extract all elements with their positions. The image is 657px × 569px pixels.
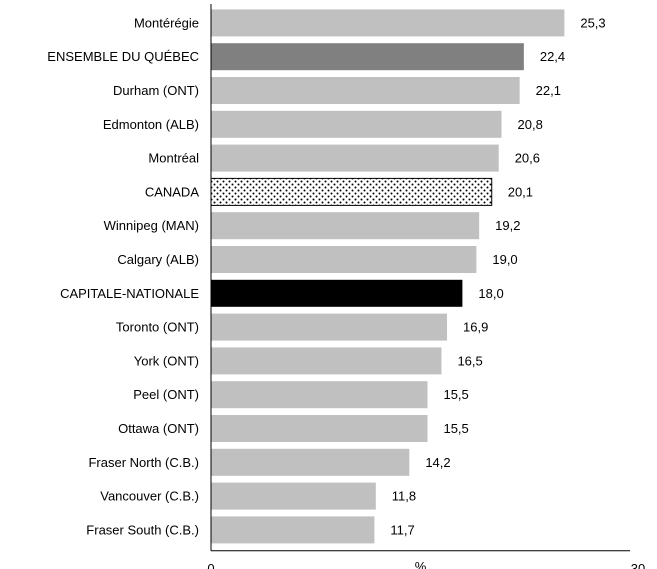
- value-label-8: 18,0: [478, 286, 503, 301]
- category-label-13: Fraser North (C.B.): [88, 455, 199, 470]
- bar-2: [211, 77, 520, 104]
- category-label-2: Durham (ONT): [113, 83, 199, 98]
- category-label-15: Fraser South (C.B.): [86, 522, 199, 537]
- category-label-1: ENSEMBLE DU QUÉBEC: [47, 49, 199, 64]
- bar-3: [211, 110, 502, 138]
- value-label-7: 19,0: [492, 252, 517, 267]
- value-label-6: 19,2: [495, 218, 520, 233]
- category-label-8: CAPITALE-NATIONALE: [60, 286, 199, 301]
- value-label-4: 20,6: [515, 151, 540, 166]
- value-label-5: 20,1: [508, 184, 533, 199]
- category-labels: Montérégie ENSEMBLE DU QUÉBEC Durham (ONT)…: [47, 15, 199, 537]
- bar-0: [211, 9, 565, 37]
- value-labels: 25,3 22,4 22,1 20,8 20,6 20,1 19,2 19,0 18,0 16,9…: [390, 15, 605, 537]
- bar-12: [211, 415, 428, 442]
- category-label-14: Vancouver (C.B.): [100, 489, 199, 504]
- bar-11: [211, 381, 428, 409]
- bar-13: [211, 448, 410, 476]
- category-label-6: Winnipeg (MAN): [104, 218, 199, 233]
- category-label-9: Toronto (ONT): [116, 320, 199, 335]
- bar-6: [211, 212, 480, 240]
- value-label-1: 22,4: [540, 49, 565, 64]
- value-label-14: 11,8: [392, 489, 416, 504]
- value-label-11: 15,5: [443, 387, 468, 402]
- value-label-9: 16,9: [463, 320, 488, 335]
- x-axis-title: %: [415, 559, 427, 569]
- category-label-12: Ottawa (ONT): [118, 421, 199, 436]
- bar-7: [211, 246, 477, 273]
- category-label-10: York (ONT): [134, 353, 199, 368]
- value-label-0: 25,3: [580, 15, 605, 30]
- category-label-11: Peel (ONT): [133, 387, 199, 402]
- value-label-12: 15,5: [443, 421, 468, 436]
- bars-group: [210, 9, 565, 544]
- value-label-3: 20,8: [518, 117, 543, 132]
- bar-9: [211, 313, 448, 341]
- category-label-4: Montréal: [148, 151, 199, 166]
- bar-1: [211, 43, 524, 71]
- bar-4: [211, 144, 499, 172]
- value-label-15: 11,7: [390, 522, 414, 537]
- value-label-2: 22,1: [536, 83, 561, 98]
- bar-14: [211, 482, 376, 510]
- bar-5: [210, 177, 493, 206]
- category-label-0: Montérégie: [134, 15, 199, 30]
- x-tick-label-max: 30: [631, 561, 645, 569]
- bar-8: [211, 279, 463, 307]
- category-label-5: CANADA: [145, 184, 200, 199]
- value-label-13: 14,2: [425, 455, 450, 470]
- bar-15: [211, 516, 375, 544]
- value-label-10: 16,5: [457, 353, 482, 368]
- category-label-3: Edmonton (ALB): [103, 117, 199, 132]
- bar-10: [211, 347, 442, 375]
- category-label-7: Calgary (ALB): [117, 252, 199, 267]
- x-tick-label-min: 0: [207, 561, 214, 569]
